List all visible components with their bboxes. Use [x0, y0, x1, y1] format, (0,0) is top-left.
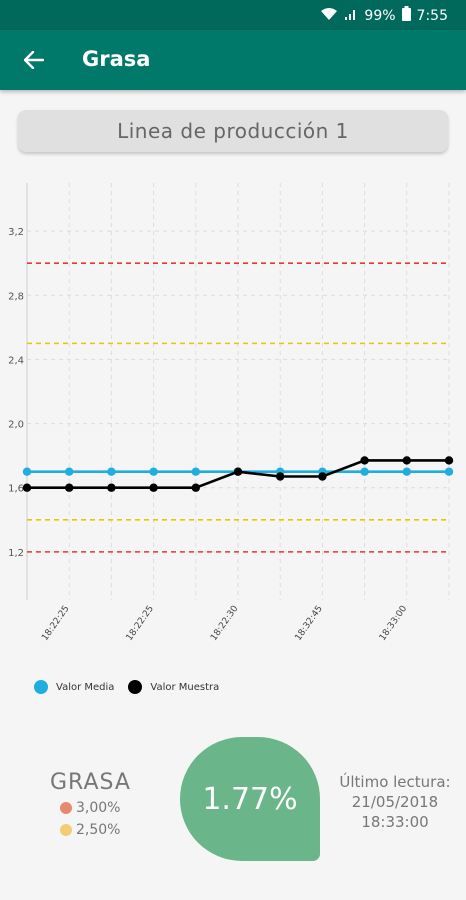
- data-point-muestra: [276, 472, 285, 481]
- back-arrow-icon: [24, 51, 44, 69]
- limit-low-value: 2,50%: [76, 822, 121, 838]
- data-point-muestra: [318, 472, 327, 481]
- y-tick-label: 1,2: [8, 548, 24, 559]
- data-point-media: [149, 467, 158, 476]
- x-tick-label: 18:32:45: [293, 604, 324, 643]
- status-bar: 99% 7:55: [0, 0, 466, 30]
- production-line-label: Linea de producción 1: [117, 119, 349, 143]
- signal-icon: [344, 7, 358, 25]
- data-point-muestra: [107, 483, 116, 492]
- line-chart: 1,2 1,6 2,0 2,4 2,8 3,2 18:22:25 18:22:25 18:22:…: [8, 183, 454, 643]
- battery-percent: 99%: [364, 7, 396, 24]
- data-point-muestra: [191, 483, 200, 492]
- data-point-muestra: [22, 483, 32, 492]
- data-point-muestra: [233, 467, 243, 476]
- data-point-media: [191, 467, 200, 476]
- last-reading-label: Último lectura:: [339, 773, 451, 791]
- limit-high-dot: [60, 802, 72, 814]
- x-tick-label: 18:22:25: [125, 604, 156, 643]
- data-point-muestra: [149, 483, 158, 492]
- legend-label-muestra: Valor Muestra: [150, 681, 220, 693]
- y-tick-label: 2,8: [8, 291, 24, 302]
- limit-low-dot: [60, 824, 72, 836]
- data-point-media: [444, 467, 454, 476]
- legend-dot-media: [34, 680, 48, 694]
- data-point-muestra: [444, 456, 454, 465]
- x-tick-label: 18:22:30: [209, 604, 241, 643]
- data-point-muestra: [65, 483, 74, 492]
- page-title: Grasa: [82, 47, 151, 71]
- y-tick-label: 3,2: [8, 227, 24, 238]
- data-point-muestra: [402, 456, 411, 465]
- production-line-selector[interactable]: Linea de producción 1: [18, 110, 448, 152]
- last-reading: Último lectura: 21/05/2018 18:33:00: [335, 772, 455, 832]
- legend-dot-muestra: [128, 680, 143, 694]
- data-point-media: [22, 467, 32, 476]
- battery-icon: [401, 6, 411, 25]
- limit-high: 3,00%: [60, 800, 120, 816]
- limit-high-value: 3,00%: [76, 800, 121, 816]
- data-point-media: [360, 467, 369, 476]
- y-tick-label: 1,6: [8, 484, 24, 495]
- legend-label-media: Valor Media: [56, 681, 115, 693]
- data-point-media: [107, 467, 116, 476]
- last-reading-date: 21/05/2018: [351, 793, 439, 811]
- limit-low: 2,50%: [60, 822, 120, 838]
- current-value: 1.77%: [202, 781, 298, 817]
- x-tick-label: 18:33:00: [378, 604, 410, 643]
- clock: 7:55: [416, 7, 448, 24]
- chart-legend: Valor Media Valor Muestra: [34, 680, 219, 694]
- y-tick-label: 2,4: [8, 355, 24, 366]
- data-point-media: [65, 467, 74, 476]
- back-button[interactable]: [18, 44, 50, 76]
- y-tick-label: 2,0: [8, 420, 24, 431]
- wifi-icon: [320, 7, 338, 25]
- app-bar: Grasa: [0, 30, 466, 90]
- summary-label: GRASA: [50, 770, 131, 795]
- last-reading-time: 18:33:00: [361, 813, 429, 831]
- x-tick-label: 18:22:25: [40, 604, 71, 643]
- current-value-badge: 1.77%: [180, 737, 320, 861]
- data-point-muestra: [360, 456, 369, 465]
- data-point-media: [402, 467, 411, 476]
